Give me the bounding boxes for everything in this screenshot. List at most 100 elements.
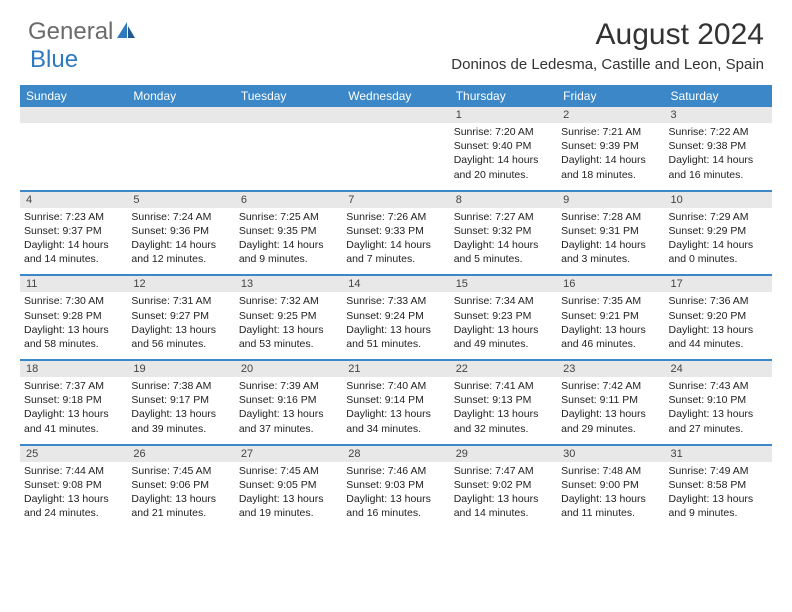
- daylight-text: Daylight: 13 hours: [24, 323, 123, 337]
- daylight-text-2: and 21 minutes.: [131, 506, 230, 520]
- daylight-text-2: and 24 minutes.: [24, 506, 123, 520]
- day-number: 18: [20, 360, 127, 377]
- day-number: 17: [665, 275, 772, 292]
- day-number: 27: [235, 445, 342, 462]
- sunrise-text: Sunrise: 7:48 AM: [561, 464, 660, 478]
- sunset-text: Sunset: 9:16 PM: [239, 393, 338, 407]
- day-cell: Sunrise: 7:32 AMSunset: 9:25 PMDaylight:…: [235, 292, 342, 360]
- daynum-row: 11121314151617: [20, 275, 772, 292]
- sunrise-text: Sunrise: 7:30 AM: [24, 294, 123, 308]
- day-number: 24: [665, 360, 772, 377]
- day-cell: Sunrise: 7:31 AMSunset: 9:27 PMDaylight:…: [127, 292, 234, 360]
- day-cell: Sunrise: 7:29 AMSunset: 9:29 PMDaylight:…: [665, 208, 772, 276]
- day-cell: Sunrise: 7:28 AMSunset: 9:31 PMDaylight:…: [557, 208, 664, 276]
- day-number: [127, 107, 234, 123]
- location: Doninos de Ledesma, Castille and Leon, S…: [451, 56, 764, 73]
- sunset-text: Sunset: 9:31 PM: [561, 224, 660, 238]
- logo: General: [28, 18, 137, 46]
- day-cell: Sunrise: 7:41 AMSunset: 9:13 PMDaylight:…: [450, 377, 557, 445]
- sunset-text: Sunset: 9:18 PM: [24, 393, 123, 407]
- sunset-text: Sunset: 9:40 PM: [454, 139, 553, 153]
- daynum-row: 18192021222324: [20, 360, 772, 377]
- daylight-text-2: and 41 minutes.: [24, 422, 123, 436]
- day-number: 1: [450, 107, 557, 123]
- header: General August 2024 Doninos de Ledesma, …: [0, 0, 792, 77]
- day-number: 11: [20, 275, 127, 292]
- day-header: Saturday: [665, 85, 772, 107]
- sunset-text: Sunset: 9:33 PM: [346, 224, 445, 238]
- daylight-text: Daylight: 13 hours: [454, 492, 553, 506]
- daylight-text: Daylight: 14 hours: [669, 238, 768, 252]
- day-number: 7: [342, 191, 449, 208]
- daylight-text-2: and 5 minutes.: [454, 252, 553, 266]
- month-title: August 2024: [451, 18, 764, 52]
- sunset-text: Sunset: 9:03 PM: [346, 478, 445, 492]
- logo-text-general: General: [28, 18, 113, 46]
- daylight-text-2: and 49 minutes.: [454, 337, 553, 351]
- sunrise-text: Sunrise: 7:35 AM: [561, 294, 660, 308]
- day-number: 31: [665, 445, 772, 462]
- sunrise-text: Sunrise: 7:26 AM: [346, 210, 445, 224]
- sunset-text: Sunset: 9:10 PM: [669, 393, 768, 407]
- day-cell: Sunrise: 7:45 AMSunset: 9:05 PMDaylight:…: [235, 462, 342, 529]
- daylight-text-2: and 11 minutes.: [561, 506, 660, 520]
- sunset-text: Sunset: 9:05 PM: [239, 478, 338, 492]
- daylight-text-2: and 44 minutes.: [669, 337, 768, 351]
- day-cell: Sunrise: 7:23 AMSunset: 9:37 PMDaylight:…: [20, 208, 127, 276]
- sunrise-text: Sunrise: 7:21 AM: [561, 125, 660, 139]
- sunrise-text: Sunrise: 7:25 AM: [239, 210, 338, 224]
- daylight-text: Daylight: 13 hours: [561, 407, 660, 421]
- daylight-text: Daylight: 13 hours: [561, 492, 660, 506]
- day-number: 10: [665, 191, 772, 208]
- sunset-text: Sunset: 9:02 PM: [454, 478, 553, 492]
- sunrise-text: Sunrise: 7:43 AM: [669, 379, 768, 393]
- daylight-text: Daylight: 14 hours: [669, 153, 768, 167]
- sunrise-text: Sunrise: 7:44 AM: [24, 464, 123, 478]
- sunrise-text: Sunrise: 7:31 AM: [131, 294, 230, 308]
- sunset-text: Sunset: 9:21 PM: [561, 309, 660, 323]
- day-number: 30: [557, 445, 664, 462]
- daylight-text: Daylight: 13 hours: [24, 407, 123, 421]
- day-number: [342, 107, 449, 123]
- sunrise-text: Sunrise: 7:40 AM: [346, 379, 445, 393]
- day-number: 4: [20, 191, 127, 208]
- day-number: [235, 107, 342, 123]
- daylight-text: Daylight: 13 hours: [131, 407, 230, 421]
- daylight-text: Daylight: 13 hours: [669, 407, 768, 421]
- sunrise-text: Sunrise: 7:32 AM: [239, 294, 338, 308]
- sunrise-text: Sunrise: 7:34 AM: [454, 294, 553, 308]
- sunset-text: Sunset: 9:00 PM: [561, 478, 660, 492]
- sunrise-text: Sunrise: 7:38 AM: [131, 379, 230, 393]
- daylight-text: Daylight: 13 hours: [454, 407, 553, 421]
- daylight-text-2: and 7 minutes.: [346, 252, 445, 266]
- day-number: 26: [127, 445, 234, 462]
- daylight-text-2: and 12 minutes.: [131, 252, 230, 266]
- sunrise-text: Sunrise: 7:20 AM: [454, 125, 553, 139]
- sunset-text: Sunset: 9:17 PM: [131, 393, 230, 407]
- day-cell: Sunrise: 7:48 AMSunset: 9:00 PMDaylight:…: [557, 462, 664, 529]
- calendar-table: Sunday Monday Tuesday Wednesday Thursday…: [20, 85, 772, 528]
- sunset-text: Sunset: 9:28 PM: [24, 309, 123, 323]
- daylight-text: Daylight: 13 hours: [561, 323, 660, 337]
- daylight-text: Daylight: 13 hours: [346, 407, 445, 421]
- day-cell: [342, 123, 449, 191]
- day-cell: Sunrise: 7:37 AMSunset: 9:18 PMDaylight:…: [20, 377, 127, 445]
- day-number: 20: [235, 360, 342, 377]
- day-cell: Sunrise: 7:46 AMSunset: 9:03 PMDaylight:…: [342, 462, 449, 529]
- day-cell: Sunrise: 7:30 AMSunset: 9:28 PMDaylight:…: [20, 292, 127, 360]
- daylight-text-2: and 46 minutes.: [561, 337, 660, 351]
- calendar-body: 123Sunrise: 7:20 AMSunset: 9:40 PMDaylig…: [20, 107, 772, 528]
- daylight-text-2: and 51 minutes.: [346, 337, 445, 351]
- day-number: 6: [235, 191, 342, 208]
- sunset-text: Sunset: 9:32 PM: [454, 224, 553, 238]
- day-number: 8: [450, 191, 557, 208]
- day-cell: Sunrise: 7:42 AMSunset: 9:11 PMDaylight:…: [557, 377, 664, 445]
- daylight-text-2: and 14 minutes.: [24, 252, 123, 266]
- info-row: Sunrise: 7:44 AMSunset: 9:08 PMDaylight:…: [20, 462, 772, 529]
- sunrise-text: Sunrise: 7:22 AM: [669, 125, 768, 139]
- sunset-text: Sunset: 9:20 PM: [669, 309, 768, 323]
- daylight-text-2: and 39 minutes.: [131, 422, 230, 436]
- daylight-text-2: and 0 minutes.: [669, 252, 768, 266]
- day-cell: Sunrise: 7:26 AMSunset: 9:33 PMDaylight:…: [342, 208, 449, 276]
- daylight-text: Daylight: 14 hours: [561, 238, 660, 252]
